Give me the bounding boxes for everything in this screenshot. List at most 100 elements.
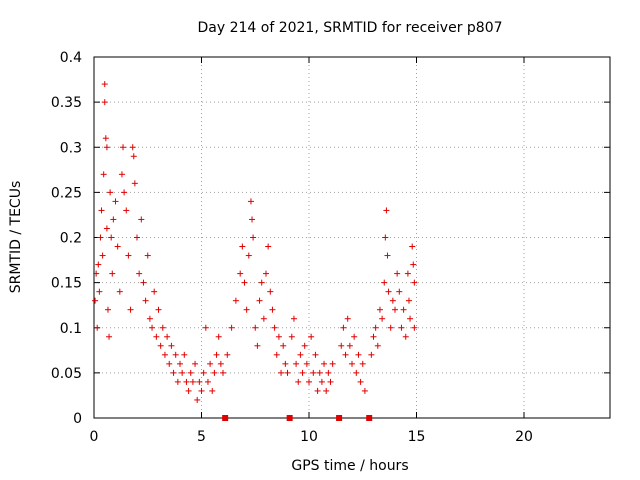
data-point — [185, 387, 192, 394]
data-point — [263, 270, 269, 277]
data-point — [342, 351, 349, 358]
data-point — [129, 144, 136, 151]
data-point — [306, 378, 312, 385]
data-point — [273, 351, 280, 358]
data-point — [121, 189, 128, 196]
data-point — [207, 360, 214, 367]
data-point — [344, 315, 351, 322]
data-point — [265, 243, 272, 250]
data-point — [144, 252, 151, 259]
data-point — [312, 351, 319, 358]
data-point — [376, 306, 383, 313]
data-point — [237, 270, 244, 277]
data-point — [151, 288, 158, 295]
data-point — [116, 288, 123, 295]
data-point — [382, 234, 389, 241]
data-point — [123, 207, 130, 214]
data-point — [192, 360, 199, 367]
data-point — [181, 351, 188, 358]
data-point — [179, 369, 186, 376]
data-point — [396, 288, 403, 295]
x-tick-label: 0 — [90, 429, 99, 445]
data-point — [404, 270, 411, 277]
data-point — [301, 342, 308, 349]
data-point — [355, 351, 362, 358]
data-point — [189, 378, 196, 385]
data-point — [103, 144, 110, 151]
data-point — [164, 333, 171, 340]
data-point — [351, 333, 358, 340]
data-point — [232, 297, 239, 304]
data-point — [316, 369, 323, 376]
data-point — [136, 270, 143, 277]
data-point — [217, 360, 224, 367]
data-point — [250, 234, 257, 241]
data-point — [110, 216, 117, 223]
data-point — [153, 333, 160, 340]
x-axis-label: GPS time / hours — [291, 458, 408, 474]
data-point — [349, 360, 355, 367]
data-point — [120, 144, 127, 151]
data-point — [146, 315, 153, 322]
data-point — [321, 360, 328, 367]
data-point — [323, 387, 330, 394]
data-point — [114, 243, 121, 250]
data-point — [258, 279, 265, 286]
data-point — [183, 378, 190, 385]
x-tick-labels: 0 5 10 15 20 — [90, 429, 533, 445]
data-point — [346, 342, 353, 349]
chart-title: Day 214 of 2021, SRMTID for receiver p80… — [197, 20, 502, 36]
y-tick-label: 0.4 — [60, 50, 82, 66]
data-point — [198, 387, 205, 394]
data-point — [239, 243, 246, 250]
data-point — [383, 207, 390, 214]
x-tick-label: 20 — [515, 429, 533, 445]
x-tick-label: 15 — [408, 429, 426, 445]
data-point — [101, 99, 108, 106]
data-point — [202, 324, 209, 331]
data-point — [211, 369, 218, 376]
data-point — [159, 324, 166, 331]
data-point — [361, 387, 368, 394]
data-point — [140, 279, 147, 286]
data-point — [411, 324, 418, 331]
data-point — [104, 306, 111, 313]
zero-marker — [286, 415, 293, 421]
data-point — [308, 333, 315, 340]
data-point — [96, 288, 103, 295]
y-tick-label: 0.15 — [51, 276, 82, 292]
data-point — [194, 396, 201, 403]
data-point — [177, 360, 183, 367]
data-point — [271, 324, 278, 331]
data-point — [275, 333, 282, 340]
data-point — [131, 180, 138, 187]
data-point — [100, 171, 107, 178]
data-point — [407, 315, 414, 322]
data-point — [155, 306, 162, 313]
data-point — [107, 189, 114, 196]
data-point — [220, 369, 226, 376]
zero-marker — [366, 415, 373, 421]
data-point — [228, 324, 235, 331]
data-point — [269, 306, 276, 313]
data-point — [94, 324, 101, 331]
data-point — [213, 351, 220, 358]
data-point — [392, 306, 398, 313]
data-point — [303, 360, 310, 367]
data-point — [92, 297, 99, 304]
data-point — [254, 342, 261, 349]
data-point — [224, 351, 231, 358]
data-point — [410, 261, 417, 268]
data-point — [297, 351, 304, 358]
data-point — [267, 288, 274, 295]
data-point — [149, 324, 156, 331]
data-point — [357, 378, 364, 385]
data-point — [405, 297, 412, 304]
data-point — [394, 270, 401, 277]
y-tick-label: 0.1 — [60, 321, 82, 337]
data-point — [99, 252, 106, 259]
data-point — [93, 270, 100, 277]
data-point — [166, 360, 173, 367]
data-point — [318, 378, 325, 385]
